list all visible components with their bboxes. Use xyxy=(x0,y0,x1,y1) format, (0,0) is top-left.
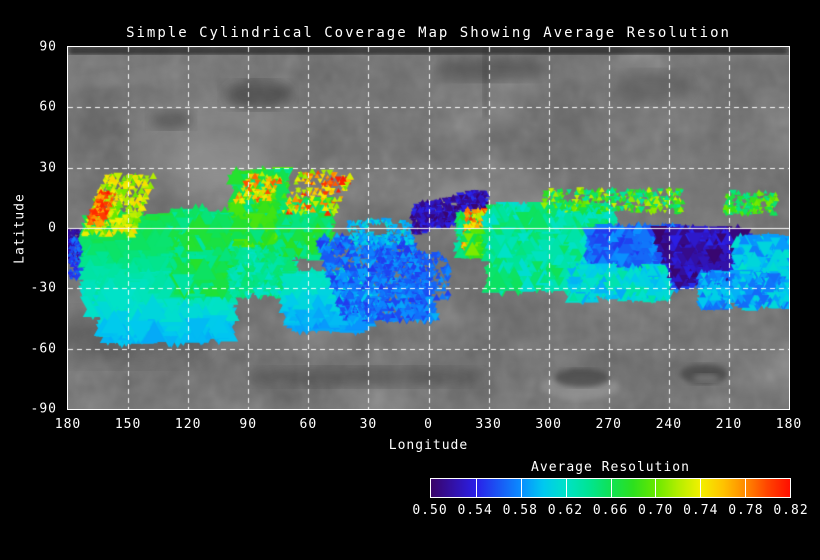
colorbar-tick-label: 0.66 xyxy=(592,503,629,518)
map-plot-area xyxy=(67,46,790,410)
x-tick-label: 180 xyxy=(54,417,82,432)
colorbar-tick-label: 0.78 xyxy=(728,503,764,518)
colorbar-tick-label: 0.54 xyxy=(457,503,493,518)
x-tick-label: 30 xyxy=(359,417,378,432)
colorbar-tick-label: 0.58 xyxy=(502,503,538,518)
figure-title: Simple Cylindrical Coverage Map Showing … xyxy=(126,25,731,41)
coverage-data-layer xyxy=(68,47,789,409)
colorbar-divider xyxy=(475,479,477,497)
x-tick-label: 60 xyxy=(299,417,318,432)
y-axis-ticks: 90 60 30 0 -30 -60 -90 xyxy=(0,40,62,417)
colorbar xyxy=(430,478,791,498)
y-tick-label: -30 xyxy=(30,280,57,296)
y-tick-label: 60 xyxy=(39,99,57,115)
y-tick-label: 0 xyxy=(48,220,57,236)
y-tick-label: -90 xyxy=(30,401,57,417)
colorbar-ticks: 0.50 0.54 0.58 0.62 0.66 0.70 0.74 0.78 0.82 xyxy=(412,503,807,519)
colorbar-divider xyxy=(520,479,522,497)
x-tick-label: 300 xyxy=(535,417,562,432)
colorbar-divider xyxy=(610,479,612,497)
colorbar-tick-label: 0.50 xyxy=(412,503,448,518)
x-tick-label: 0 xyxy=(424,417,433,432)
colorbar-tick-label: 0.70 xyxy=(637,503,674,518)
x-tick-label: 330 xyxy=(475,417,502,432)
x-tick-label: 150 xyxy=(114,417,142,432)
colorbar-tick-label: 0.82 xyxy=(773,503,809,518)
colorbar-title: Average Resolution xyxy=(531,460,690,475)
y-tick-label: 90 xyxy=(39,39,57,55)
colorbar-divider xyxy=(745,479,747,497)
x-axis-ticks: 180 150 120 90 60 30 0 330 300 270 240 210 180 xyxy=(55,417,801,433)
y-tick-label: -60 xyxy=(30,341,57,357)
x-tick-label: 210 xyxy=(715,417,743,432)
colorbar-divider xyxy=(655,479,657,497)
x-tick-label: 90 xyxy=(239,417,258,432)
colorbar-tick-label: 0.74 xyxy=(683,503,719,518)
colorbar-divider xyxy=(565,479,567,497)
x-axis-label: Longitude xyxy=(388,438,469,453)
colorbar-divider xyxy=(700,479,702,497)
x-tick-label: 270 xyxy=(595,417,622,432)
y-tick-label: 30 xyxy=(39,160,57,176)
x-tick-label: 180 xyxy=(775,417,803,432)
colorbar-tick-label: 0.62 xyxy=(547,503,584,518)
x-tick-label: 240 xyxy=(655,417,683,432)
x-tick-label: 120 xyxy=(174,417,202,432)
